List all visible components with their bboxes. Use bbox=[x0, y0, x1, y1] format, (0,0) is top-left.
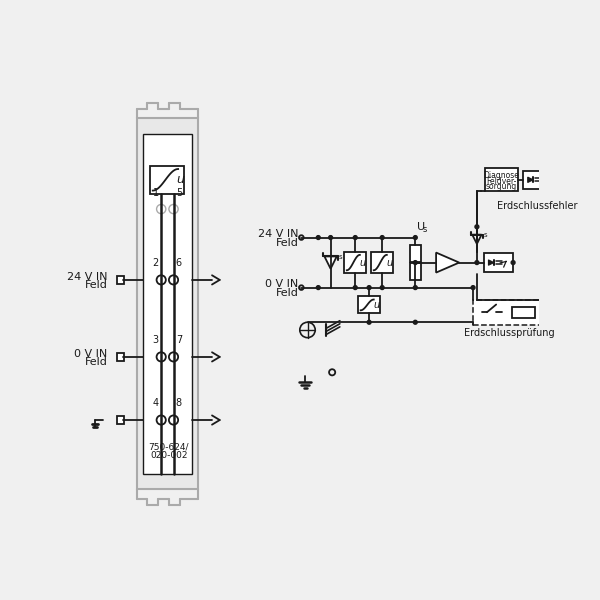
Text: 4: 4 bbox=[153, 398, 159, 409]
Bar bbox=[473, 300, 546, 325]
Bar bbox=[484, 253, 513, 272]
Text: Diagnose: Diagnose bbox=[484, 172, 520, 181]
Circle shape bbox=[413, 320, 417, 324]
Text: 1: 1 bbox=[153, 188, 159, 197]
Text: 3: 3 bbox=[153, 335, 159, 346]
Text: sorgung: sorgung bbox=[486, 182, 517, 191]
Circle shape bbox=[353, 286, 357, 290]
Text: 0 V IN: 0 V IN bbox=[74, 349, 107, 359]
Circle shape bbox=[413, 286, 417, 290]
Circle shape bbox=[413, 236, 417, 239]
Circle shape bbox=[316, 236, 320, 239]
Circle shape bbox=[367, 286, 371, 290]
Polygon shape bbox=[325, 256, 337, 269]
Bar bbox=[137, 118, 198, 490]
Bar bbox=[358, 296, 380, 313]
Text: u: u bbox=[386, 257, 392, 268]
Text: u: u bbox=[373, 300, 379, 310]
Text: Feld: Feld bbox=[85, 356, 107, 367]
Text: 24 V IN: 24 V IN bbox=[67, 272, 107, 282]
Text: Erdschlussfehler: Erdschlussfehler bbox=[497, 200, 578, 211]
Text: u: u bbox=[176, 173, 184, 186]
Text: 2: 2 bbox=[152, 259, 159, 268]
Text: 6: 6 bbox=[176, 259, 182, 268]
Circle shape bbox=[367, 320, 371, 324]
Bar bbox=[512, 307, 535, 317]
Text: 7: 7 bbox=[176, 335, 182, 346]
Circle shape bbox=[475, 260, 479, 265]
Bar bbox=[371, 252, 393, 274]
Bar bbox=[410, 263, 421, 280]
Circle shape bbox=[471, 286, 475, 290]
Text: Erdschlussprüfung: Erdschlussprüfung bbox=[464, 328, 555, 338]
Text: s: s bbox=[423, 226, 427, 235]
Bar bbox=[116, 416, 124, 424]
Polygon shape bbox=[528, 177, 533, 182]
Circle shape bbox=[511, 260, 515, 265]
Circle shape bbox=[353, 236, 357, 239]
Bar bbox=[116, 276, 124, 284]
Text: U: U bbox=[417, 222, 425, 232]
Text: 750-624/: 750-624/ bbox=[149, 442, 189, 451]
Text: Feld: Feld bbox=[85, 280, 107, 290]
Bar bbox=[116, 353, 124, 361]
Text: Feldver-: Feldver- bbox=[487, 177, 517, 186]
Text: u: u bbox=[359, 257, 365, 268]
Text: Feld: Feld bbox=[275, 288, 298, 298]
Circle shape bbox=[380, 236, 384, 239]
Text: 24 V IN: 24 V IN bbox=[258, 229, 298, 239]
Bar bbox=[344, 252, 366, 274]
Text: 8: 8 bbox=[176, 398, 182, 409]
Polygon shape bbox=[436, 253, 459, 272]
Text: s: s bbox=[484, 232, 487, 238]
Circle shape bbox=[329, 236, 332, 239]
Text: Feld: Feld bbox=[275, 238, 298, 248]
Bar bbox=[151, 166, 184, 194]
Circle shape bbox=[475, 225, 479, 229]
Circle shape bbox=[316, 286, 320, 290]
Bar bbox=[143, 134, 192, 474]
Polygon shape bbox=[472, 235, 482, 244]
Text: 0 V IN: 0 V IN bbox=[265, 279, 298, 289]
Circle shape bbox=[380, 286, 384, 290]
Bar bbox=[523, 170, 553, 189]
Circle shape bbox=[413, 260, 417, 265]
Polygon shape bbox=[488, 260, 494, 265]
Bar bbox=[485, 168, 518, 191]
Text: s: s bbox=[339, 254, 343, 260]
Text: 5: 5 bbox=[176, 188, 182, 197]
Text: 020-002: 020-002 bbox=[150, 451, 188, 460]
Bar bbox=[410, 245, 421, 262]
